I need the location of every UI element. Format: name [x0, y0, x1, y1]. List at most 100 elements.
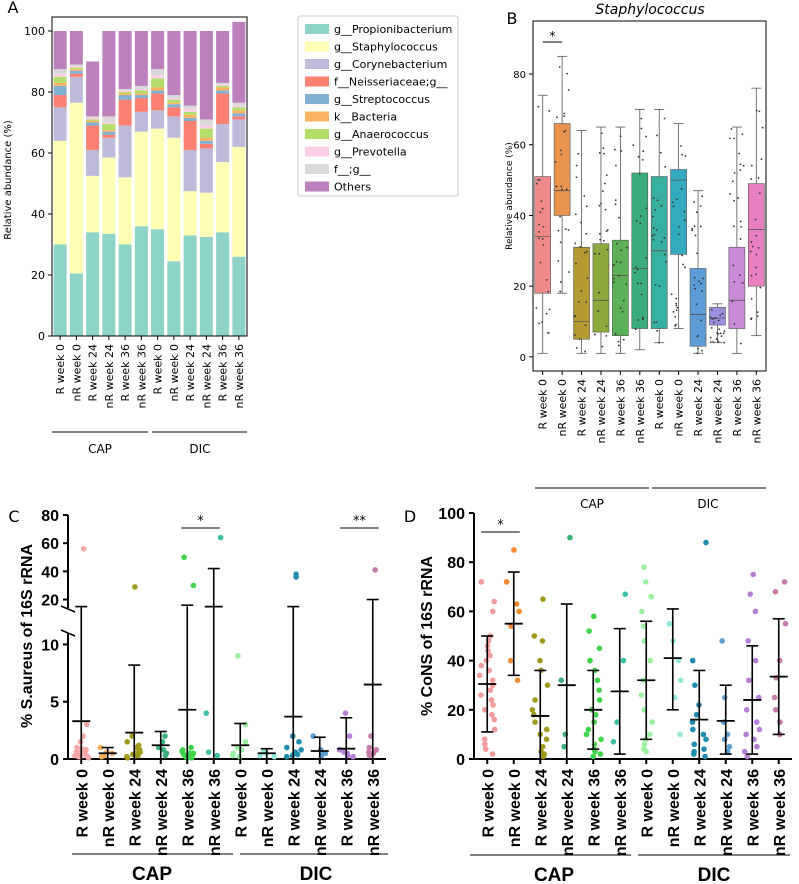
point-d [772, 707, 779, 713]
bar-3-gprevotella [102, 122, 116, 125]
bar-6-gprevotella [151, 75, 165, 79]
axis-break-c [60, 629, 76, 637]
point-b [718, 328, 721, 331]
point-d [585, 726, 592, 733]
bar-7-gstreptococcus [167, 104, 181, 108]
point-b [639, 215, 642, 217]
point-d [693, 711, 700, 718]
bar-1-others [69, 31, 83, 65]
panel-a: A 0 20 40 60 80 100 Relative abundance (%) R wee… [3, 0, 459, 456]
group-label-cap-b: CAP [580, 497, 604, 511]
point-b [681, 254, 683, 257]
bar-9-fneisseriaceaeg [199, 143, 213, 149]
point-b [540, 200, 543, 203]
y-tick-label-c: 10 [41, 637, 59, 654]
point-b [672, 310, 675, 313]
y-tick-label-d: 40 [447, 654, 465, 671]
point-b [564, 129, 567, 132]
point-b [584, 324, 587, 327]
point-b [664, 260, 667, 263]
point-b [622, 299, 625, 302]
point-b [677, 233, 680, 236]
x-tick-label-c: nR week 0 [260, 769, 277, 847]
plot-frame-b [532, 20, 767, 372]
point-d [692, 682, 698, 688]
point-b [678, 225, 680, 228]
point-b [675, 198, 678, 201]
point-b [622, 338, 625, 341]
legend-label-a: g__Prevotella [334, 146, 407, 159]
point-c [284, 744, 290, 751]
x-tick-label-b: nR week 36 [634, 379, 647, 444]
point-b [680, 187, 683, 190]
point-b [656, 134, 658, 137]
bar-3-gstreptococcus [102, 131, 116, 135]
point-b [548, 308, 551, 311]
point-b [675, 297, 678, 300]
bar-8-gstreptococcus [183, 117, 197, 121]
point-b [715, 317, 717, 319]
group-label-cap-c: CAP [132, 864, 172, 884]
point-b [612, 281, 615, 283]
point-b [655, 229, 658, 231]
point-b [619, 135, 622, 138]
y-axis-label-a: Relative abundance (%) [3, 120, 14, 240]
point-b [740, 225, 743, 228]
point-d [666, 620, 673, 627]
point-b [594, 252, 596, 255]
point-c [298, 747, 304, 753]
x-tick-label-d: nR week 36 [613, 769, 630, 856]
x-tick-label-d: nR week 36 [772, 769, 789, 856]
point-b [670, 293, 673, 296]
point-b [577, 152, 580, 155]
box-3 [592, 243, 610, 333]
point-b [614, 164, 617, 167]
point-b [694, 234, 697, 237]
bar-3-gpropionibacterium [102, 233, 116, 336]
point-b [584, 350, 587, 353]
point-b [612, 264, 615, 266]
point-b [694, 287, 696, 290]
point-c [235, 653, 241, 659]
point-b [645, 256, 647, 259]
point-b [583, 251, 586, 254]
bar-2-kbacteria [86, 120, 100, 123]
point-b [658, 341, 660, 344]
x-tick-label-b: R week 36 [614, 379, 627, 437]
bar-4-gstreptococcus [118, 95, 132, 100]
legend-swatch-a [305, 129, 329, 139]
point-b [642, 150, 645, 153]
group-label-cap-a: CAP [88, 442, 112, 456]
point-b [713, 317, 715, 320]
point-d [638, 608, 645, 615]
bar-5-gpropionibacterium [134, 226, 148, 336]
point-b [635, 219, 638, 222]
significance-label-c: * [197, 514, 204, 529]
point-b [683, 210, 686, 213]
point-b [594, 333, 596, 336]
point-d [478, 662, 485, 669]
point-c [205, 749, 212, 755]
point-d [641, 564, 647, 570]
chart-title-b: Staphylococcus [595, 2, 704, 18]
point-b [651, 234, 654, 237]
panel-d: D 0 20 40 60 80 100 % CoNS of 16S rRNA R week 0 n… [404, 506, 792, 884]
point-b [585, 232, 588, 235]
point-b [693, 276, 696, 279]
point-b [709, 336, 712, 339]
point-b [574, 242, 577, 245]
point-b [681, 153, 684, 156]
point-c [132, 584, 138, 590]
x-tick-label-d: nR week 24 [560, 769, 577, 856]
point-b [717, 333, 720, 335]
point-d [583, 731, 590, 738]
bar-0-kbacteria [53, 82, 67, 86]
y-axis-label-b: Relative abundance (%) [505, 142, 515, 250]
point-d [476, 672, 483, 679]
point-c [283, 753, 290, 760]
x-tick-label-c: R week 0 [74, 769, 91, 838]
x-tick-label-a: nR week 24 [103, 344, 116, 409]
point-b [538, 223, 540, 226]
point-d [481, 707, 488, 713]
point-b [538, 322, 541, 325]
